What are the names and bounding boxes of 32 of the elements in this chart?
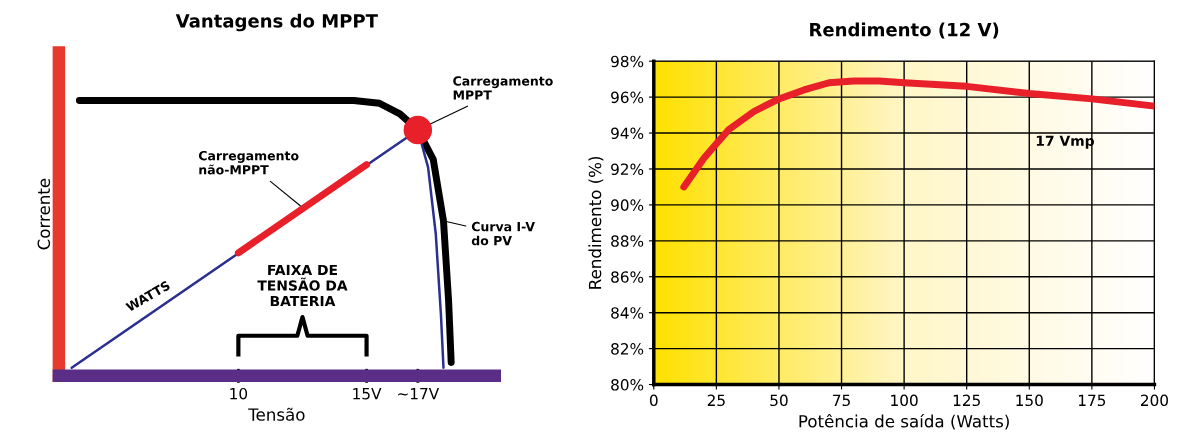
annotation: FAIXA DE TENSÃO DA BATERIA xyxy=(257,264,348,307)
y-tick-label: 96% xyxy=(611,91,644,104)
y-axis-title: Rendimento (%) xyxy=(588,156,604,289)
x-tick-label: 125 xyxy=(953,394,980,407)
x-tick-label: 75 xyxy=(833,394,850,407)
x-tick-label: 100 xyxy=(891,394,918,407)
x-tick-label: 175 xyxy=(1078,394,1106,407)
y-tick-label: 98% xyxy=(611,55,644,68)
y-tick-label: 92% xyxy=(611,163,644,175)
y-tick-label: 90% xyxy=(611,199,644,211)
x-tick-label: 150 xyxy=(1016,394,1043,407)
x-tick-label: 25 xyxy=(707,394,725,407)
x-tick-label: 50 xyxy=(770,394,788,407)
y-tick-label: 82% xyxy=(611,343,644,355)
x-axis-title: Tensão xyxy=(248,407,305,421)
x-tick-label: 10 xyxy=(230,387,248,400)
annotation: Carregamento MPPT xyxy=(453,76,553,100)
y-axis-title: Corrente xyxy=(37,178,51,250)
x-tick-label: 0 xyxy=(649,394,658,407)
y-tick-label: 80% xyxy=(611,379,644,391)
x-axis-title: Potência de saída (Watts) xyxy=(799,413,1009,430)
chart-title: Rendimento (12 V) xyxy=(810,22,999,39)
annotation: Curva I-V do PV xyxy=(471,221,535,246)
annotation: Carregamento não-MPPT xyxy=(198,150,299,175)
y-tick-label: 86% xyxy=(611,271,644,283)
x-tick-label: ~17V xyxy=(398,388,440,400)
chart-title: Vantagens do MPPT xyxy=(175,13,378,32)
x-tick-label: 200 xyxy=(1140,394,1169,407)
x-tick-label: 15V xyxy=(353,388,382,400)
y-tick-label: 88% xyxy=(611,235,644,247)
y-tick-label: 94% xyxy=(611,127,644,140)
y-tick-label: 84% xyxy=(611,307,644,319)
